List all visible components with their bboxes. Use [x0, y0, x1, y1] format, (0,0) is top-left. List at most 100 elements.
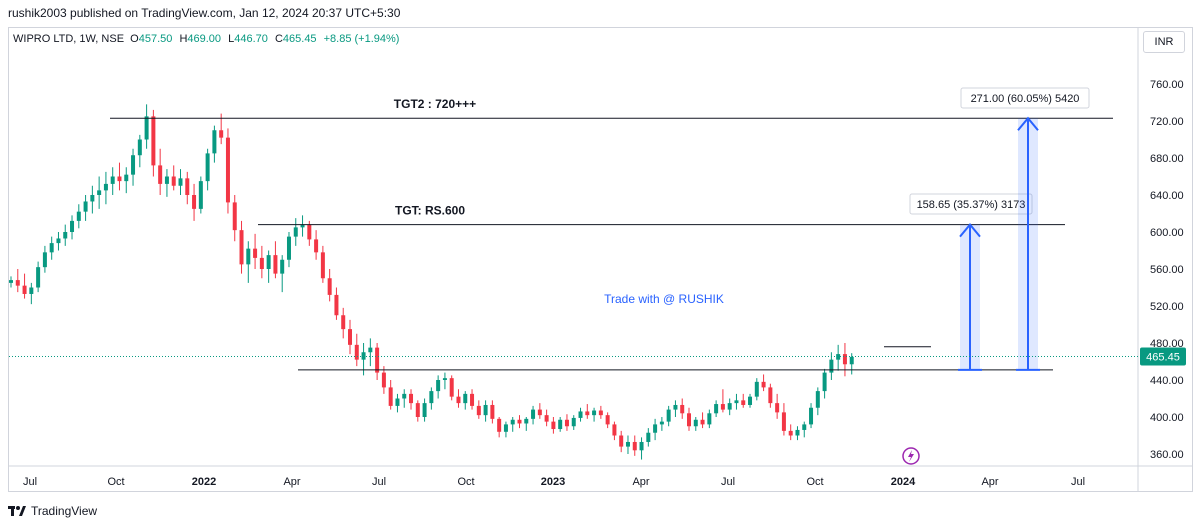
candle-body [381, 372, 386, 388]
candle-body [666, 409, 671, 422]
candle-body [178, 178, 183, 186]
candle-body [456, 396, 461, 404]
candle-body [29, 287, 34, 294]
candle-body [273, 255, 278, 274]
candle-body [97, 190, 102, 195]
y-tick-label: 520.00 [1150, 301, 1184, 313]
y-tick-label: 360.00 [1150, 449, 1184, 461]
candle-body [429, 391, 434, 404]
footer: TradingView [8, 502, 97, 520]
candle-body [266, 255, 271, 269]
y-tick-label: 720.00 [1150, 116, 1184, 128]
candle-body [483, 404, 488, 416]
candle-series [9, 104, 854, 460]
candle-body [280, 259, 285, 274]
candle-body [341, 315, 346, 330]
candle-body [795, 429, 800, 436]
last-price-label: 465.45 [1146, 351, 1180, 363]
lightning-icon [908, 450, 914, 462]
legend-close-label: C [274, 33, 283, 45]
candle-body [212, 130, 217, 154]
candle-body [253, 248, 258, 258]
candle-body [144, 116, 149, 140]
x-tick-label: 2024 [891, 476, 916, 488]
candle-body [524, 418, 529, 424]
candle-body [49, 243, 54, 253]
candle-body [225, 137, 230, 203]
candle-body [164, 176, 169, 184]
candle-body [15, 280, 20, 286]
candle-body [578, 411, 583, 418]
x-tick-label: Jul [23, 476, 37, 488]
candle-body [646, 432, 651, 442]
candle-body [42, 252, 47, 268]
candle-body [22, 285, 27, 294]
legend-high: 469.00 [187, 33, 222, 45]
x-tick-label: Jul [721, 476, 735, 488]
tradingview-logo-icon [8, 506, 26, 516]
candle-body [612, 424, 617, 436]
candle-body [368, 347, 373, 353]
legend-change: +8.85 (+1.94%) [323, 33, 400, 45]
candle-body [300, 224, 305, 228]
candle-body [687, 413, 691, 427]
x-tick-label: Apr [632, 476, 649, 488]
candle-body [558, 419, 563, 430]
candle-body [124, 174, 129, 182]
footer-brand: TradingView [31, 504, 98, 518]
symbol-legend: WIPRO LTD, 1W, NSE O457.50 H469.00 L446.… [13, 33, 403, 45]
candle-body [503, 424, 508, 432]
y-tick-label: 400.00 [1150, 412, 1184, 424]
event-marker-icon [902, 447, 920, 465]
candle-body [836, 354, 841, 360]
candle-body [117, 176, 122, 182]
x-tick-label: 2022 [192, 476, 216, 488]
candle-body [395, 398, 400, 406]
last-price-tag [1140, 347, 1186, 366]
candle-body [375, 347, 380, 373]
measure-label: 158.65 (35.37%) 3173 [917, 199, 1026, 211]
candle-body [348, 329, 352, 345]
candle-body [293, 227, 298, 237]
candle-body [314, 239, 319, 253]
candle-body [63, 232, 68, 239]
candle-body [436, 380, 441, 392]
candle-body [185, 178, 190, 195]
measure-label-box [909, 193, 1033, 215]
candle-body [422, 403, 427, 417]
candle-body [56, 238, 61, 244]
candle-body [551, 421, 556, 430]
y-tick-label: 760.00 [1150, 79, 1184, 91]
y-tick-label: 600.00 [1150, 227, 1184, 239]
candle-body [531, 409, 536, 419]
candle-body [510, 419, 515, 425]
legend-symbol: WIPRO LTD, 1W, NSE [13, 33, 125, 45]
candle-body [70, 220, 75, 232]
candle-body [619, 435, 624, 447]
x-tick-label: Oct [457, 476, 474, 488]
candle-body [470, 393, 475, 406]
candle-body [415, 403, 420, 417]
candle-body [90, 195, 95, 202]
publish-info: rushik2003 published on TradingView.com,… [8, 6, 401, 20]
candle-body [585, 411, 590, 416]
candle-body [693, 419, 698, 427]
x-tick-label: Jul [372, 476, 386, 488]
measure-label: 271.00 (60.05%) 5420 [971, 93, 1080, 105]
legend-open: 457.50 [138, 33, 173, 45]
candle-body [327, 278, 332, 295]
candle-body [714, 404, 719, 414]
candle-body [334, 294, 339, 316]
y-tick-label: 480.00 [1150, 338, 1184, 350]
candle-body [564, 419, 569, 427]
currency-button[interactable]: INR [1143, 31, 1185, 53]
level-label: TGT: RS.600 [395, 204, 465, 218]
measure-label-box [960, 87, 1090, 109]
candle-body [605, 415, 610, 425]
x-tick-label: Apr [283, 476, 300, 488]
candle-body [822, 372, 827, 392]
candle-body [354, 344, 359, 360]
candle-body [259, 257, 264, 269]
annotation-text: Trade with @ RUSHIK [604, 292, 724, 306]
